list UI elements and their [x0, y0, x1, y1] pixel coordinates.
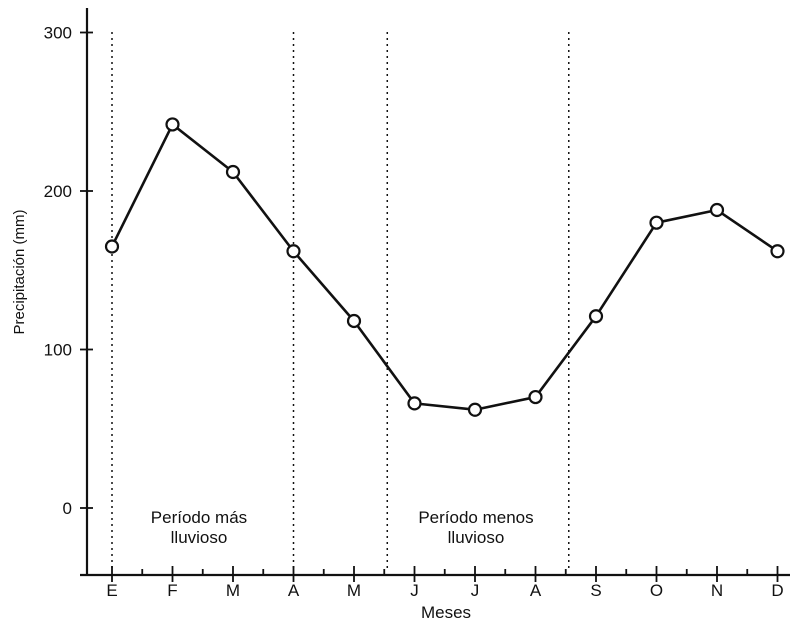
x-tick-label: F [167, 581, 177, 600]
y-tick-label: 0 [63, 499, 72, 518]
x-tick-label: N [711, 581, 723, 600]
x-tick-label: M [347, 581, 361, 600]
data-point [467, 402, 483, 417]
x-tick-label: A [530, 581, 542, 600]
axes [80, 8, 790, 577]
data-point [346, 313, 362, 329]
precipitation-line [110, 123, 779, 412]
x-tick-label: J [471, 581, 480, 600]
y-ticks: 0 100 200 300 [44, 24, 93, 518]
data-point [407, 396, 422, 411]
data-point [709, 202, 725, 218]
series [104, 117, 785, 417]
x-tick-label: M [226, 581, 240, 600]
x-tick-label: D [771, 581, 783, 600]
x-tick-label: A [288, 581, 300, 600]
data-point [165, 117, 180, 132]
period-annotation: lluvioso [171, 528, 228, 547]
x-tick-label: O [650, 581, 663, 600]
data-point [649, 215, 664, 230]
period-annotation: lluvioso [448, 528, 505, 547]
data-point [528, 389, 543, 405]
period-dividers [111, 32, 570, 572]
data-point [770, 244, 785, 259]
data-point [286, 244, 301, 259]
period-annotation: Período menos [418, 508, 533, 527]
period-annotation: Período más [151, 508, 247, 527]
x-tick-label: J [410, 581, 419, 600]
data-point [225, 164, 241, 180]
y-tick-label: 200 [44, 182, 72, 201]
data-point [588, 309, 604, 324]
y-tick-label: 300 [44, 24, 72, 43]
x-axis-label: Meses [421, 603, 471, 622]
x-tick-label: E [106, 581, 117, 600]
y-tick-label: 100 [44, 341, 72, 360]
data-point [104, 239, 120, 254]
x-tick-label: S [590, 581, 601, 600]
y-axis-label: Precipitación (mm) [11, 209, 28, 334]
